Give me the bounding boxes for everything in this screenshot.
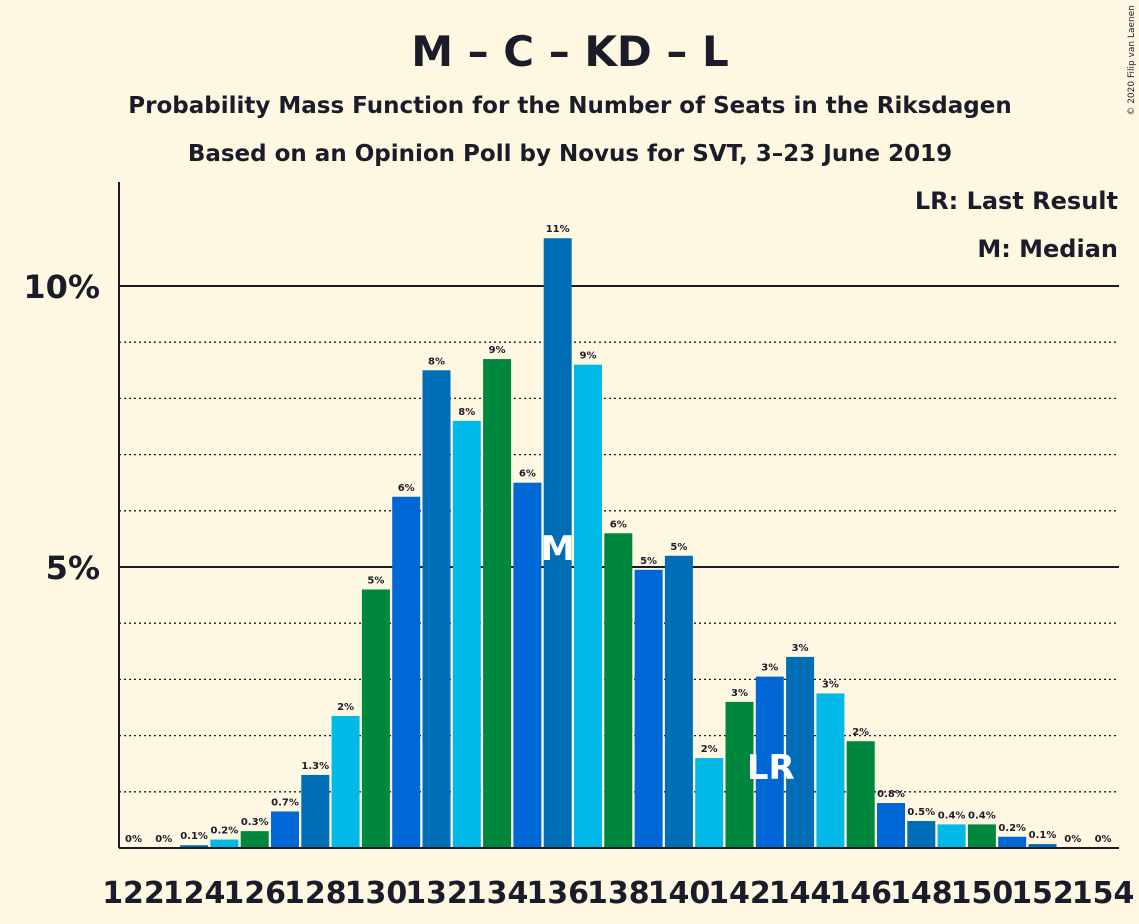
data-label-142: 3% xyxy=(731,688,748,699)
data-label-144: 3% xyxy=(792,643,809,654)
data-label-148: 0.5% xyxy=(907,807,935,818)
bar-150 xyxy=(967,824,996,848)
bar-145 xyxy=(816,693,845,848)
copyright-note: © 2020 Filip van Laenen xyxy=(1127,5,1137,116)
x-tick-label: 122 xyxy=(102,876,165,911)
data-label-129: 2% xyxy=(337,702,354,713)
data-label-151: 0.2% xyxy=(998,823,1026,834)
bar-136 xyxy=(543,238,572,849)
bar-127 xyxy=(271,811,299,848)
data-label-131: 6% xyxy=(398,483,415,494)
y-tick-label: 10% xyxy=(23,268,100,306)
bar-124 xyxy=(180,845,209,848)
bar-140 xyxy=(664,555,693,848)
data-label-143: 3% xyxy=(761,663,778,674)
bar-128 xyxy=(301,774,330,848)
bar-129 xyxy=(331,715,360,848)
x-tick-label: 140 xyxy=(648,876,711,911)
bar-130 xyxy=(361,589,390,848)
x-tick-label: 128 xyxy=(284,876,347,911)
bar-142 xyxy=(725,701,754,848)
data-label-150: 0.4% xyxy=(968,810,996,821)
markers: M LR xyxy=(541,529,795,788)
data-label-141: 2% xyxy=(701,744,718,755)
bar-149 xyxy=(937,824,966,848)
data-label-127: 0.7% xyxy=(271,797,299,808)
x-tick-label: 134 xyxy=(466,876,529,911)
data-label-128: 1.3% xyxy=(301,761,329,772)
data-label-132: 8% xyxy=(428,356,445,367)
data-label-124: 0.1% xyxy=(180,831,208,842)
x-tick-label: 138 xyxy=(587,876,650,911)
bar-137 xyxy=(574,364,602,848)
marker-lr: LR xyxy=(747,748,795,788)
data-label-139: 5% xyxy=(640,556,657,567)
data-label-154: 0% xyxy=(1095,834,1112,845)
bar-138 xyxy=(604,533,633,848)
bar-135 xyxy=(513,482,542,848)
y-tick-label: 5% xyxy=(46,549,100,587)
y-axis-ticks: 5% 10% xyxy=(23,268,100,587)
data-label-122: 0% xyxy=(125,834,142,845)
x-tick-label: 150 xyxy=(951,876,1014,911)
data-label-123: 0% xyxy=(155,834,172,845)
data-label-133: 8% xyxy=(458,407,475,418)
legend-median: M: Median xyxy=(977,235,1118,263)
x-tick-label: 148 xyxy=(890,876,953,911)
bar-146 xyxy=(846,741,875,848)
marker-m: M xyxy=(541,529,575,569)
data-label-137: 9% xyxy=(580,351,597,362)
x-axis-ticks: 1221241261281301321341361381401421441461… xyxy=(102,876,1134,911)
data-label-149: 0.4% xyxy=(938,810,966,821)
data-label-134: 9% xyxy=(489,345,506,356)
x-tick-label: 130 xyxy=(345,876,408,911)
bar-144 xyxy=(786,656,815,848)
bar-151 xyxy=(998,836,1027,848)
x-tick-label: 142 xyxy=(708,876,771,911)
data-label-125: 0.2% xyxy=(211,826,239,837)
legend-last-result: LR: Last Result xyxy=(915,187,1118,215)
bar-147 xyxy=(877,803,905,848)
bar-133 xyxy=(452,420,481,848)
chart-subtitle: Probability Mass Function for the Number… xyxy=(128,93,1011,119)
x-tick-label: 126 xyxy=(223,876,286,911)
data-label-152: 0.1% xyxy=(1029,830,1057,841)
data-label-153: 0% xyxy=(1064,834,1081,845)
x-tick-label: 136 xyxy=(526,876,589,911)
chart-subtitle-source: Based on an Opinion Poll by Novus for SV… xyxy=(188,141,952,167)
data-labels: 0% 0% 0.1%0.2%0.3%0.7%1.3%2%5%6%8%8%9%6%11… xyxy=(125,224,1112,845)
bar-139 xyxy=(634,569,663,848)
data-label-147: 0.8% xyxy=(877,789,905,800)
data-label-130: 5% xyxy=(367,575,384,586)
x-tick-label: 132 xyxy=(405,876,468,911)
bar-143 xyxy=(755,676,784,848)
bars xyxy=(180,238,1057,849)
data-label-136: 11% xyxy=(546,224,570,235)
bar-152 xyxy=(1028,844,1057,848)
data-label-140: 5% xyxy=(670,542,687,553)
x-tick-label: 154 xyxy=(1072,876,1135,911)
bar-148 xyxy=(907,821,936,848)
bar-141 xyxy=(695,758,724,848)
x-tick-label: 146 xyxy=(829,876,892,911)
data-label-146: 2% xyxy=(852,727,869,738)
x-tick-label: 144 xyxy=(769,876,832,911)
data-label-135: 6% xyxy=(519,469,536,480)
data-label-138: 6% xyxy=(610,519,627,530)
bar-132 xyxy=(422,370,451,848)
x-tick-label: 152 xyxy=(1011,876,1074,911)
x-tick-label: 124 xyxy=(163,876,226,911)
bar-131 xyxy=(392,496,421,848)
data-label-145: 3% xyxy=(822,679,839,690)
chart-title: M – C – KD – L xyxy=(411,27,729,76)
bar-126 xyxy=(240,831,269,848)
bar-125 xyxy=(210,839,239,848)
data-label-126: 0.3% xyxy=(241,817,269,828)
bar-134 xyxy=(483,359,512,848)
